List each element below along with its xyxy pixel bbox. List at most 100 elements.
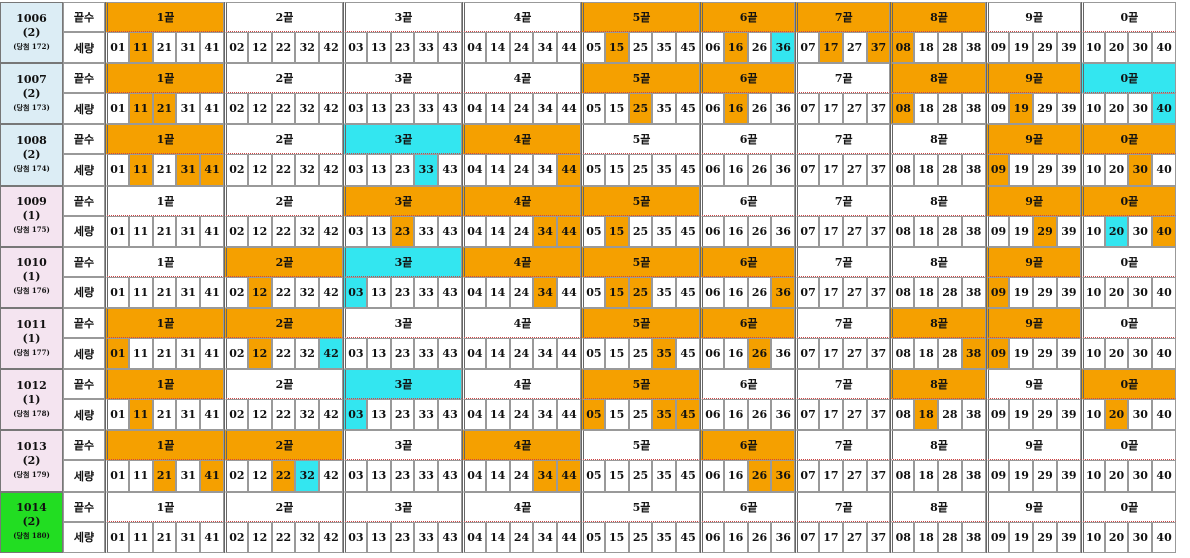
number-cell: 25 [628,276,653,308]
group-header: 6끝 [700,124,796,155]
group-header: 2끝 [224,430,343,461]
group-header: 6끝 [700,185,796,216]
group-header: 9끝 [985,63,1081,94]
number-cell: 08 [890,338,915,370]
number-cell: 35 [652,399,677,431]
group-header: 7끝 [795,2,891,32]
group-header: 9끝 [985,124,1081,155]
group-header: 5끝 [581,246,700,277]
number-cell: 04 [462,215,486,247]
number-cell: 24 [509,32,534,64]
group-header: 7끝 [795,430,891,461]
draw-note: (당첨 175) [13,225,50,235]
group-header: 9끝 [985,246,1081,277]
number-cell: 42 [319,215,343,247]
number-cell: 26 [747,399,772,431]
number-cell: 39 [1057,521,1081,553]
number-cell: 31 [176,338,201,370]
number-cell: 18 [914,460,938,492]
number-cell: 31 [176,460,201,492]
number-cell: 16 [723,460,748,492]
number-cell: 36 [771,276,796,308]
number-cell: 05 [581,154,605,186]
group-header: 4끝 [462,430,581,461]
number-cell: 32 [295,338,320,370]
number-cell: 24 [509,276,534,308]
number-cell: 19 [1009,399,1034,431]
number-cell: 43 [438,521,462,553]
number-cell: 16 [723,215,748,247]
number-cell: 32 [295,215,320,247]
number-cell: 26 [747,460,772,492]
number-cell: 38 [961,215,986,247]
group-header: 5끝 [581,491,700,522]
group-header: 1끝 [105,308,224,338]
number-cell: 08 [890,521,915,553]
group-header: 0끝 [1080,2,1176,32]
group-header: 3끝 [343,308,462,338]
number-cell: 10 [1080,276,1105,308]
group-header: 3끝 [343,491,462,522]
number-cell: 37 [866,215,891,247]
draw-cell: 1007 (2) (당첨 173) [0,63,63,125]
draw-count: (2) [22,515,41,529]
number-cell: 02 [224,276,248,308]
number-label: 세량 [63,154,105,186]
number-cell: 40 [1152,276,1176,308]
group-header: 4끝 [462,369,581,400]
group-header: 7끝 [795,491,891,522]
number-cell: 20 [1104,154,1129,186]
number-cell: 05 [581,399,605,431]
draw-note: (당첨 172) [13,41,50,51]
number-cell: 24 [509,399,534,431]
number-cell: 03 [343,276,367,308]
number-cell: 04 [462,399,486,431]
group-header: 2끝 [224,246,343,277]
number-cell: 30 [1128,338,1153,370]
number-cell: 39 [1057,399,1081,431]
number-cell: 14 [485,338,510,370]
number-cell: 26 [747,93,772,125]
number-cell: 30 [1128,93,1153,125]
number-cell: 17 [819,93,843,125]
number-cell: 32 [295,32,320,64]
number-cell: 40 [1152,215,1176,247]
number-cell: 37 [866,399,891,431]
number-cell: 05 [581,93,605,125]
number-cell: 36 [771,93,796,125]
number-cell: 04 [462,32,486,64]
draw-note: (당첨 179) [13,469,50,479]
number-cell: 31 [176,215,201,247]
number-cell: 01 [105,521,129,553]
number-cell: 34 [533,399,558,431]
number-cell: 17 [819,276,843,308]
number-cell: 43 [438,154,462,186]
group-header: 1끝 [105,185,224,216]
number-cell: 24 [509,154,534,186]
number-cell: 40 [1152,338,1176,370]
draw-count: (2) [22,453,41,467]
number-cell: 16 [723,521,748,553]
group-header: 2끝 [224,308,343,338]
number-cell: 32 [295,460,320,492]
number-cell: 21 [152,32,177,64]
number-cell: 16 [723,32,748,64]
number-cell: 28 [938,93,962,125]
number-cell: 43 [438,399,462,431]
draw-cell: 1013 (2) (당첨 179) [0,430,63,492]
group-header: 6끝 [700,308,796,338]
number-cell: 31 [176,521,201,553]
number-cell: 30 [1128,154,1153,186]
number-cell: 11 [128,521,153,553]
number-cell: 35 [652,93,677,125]
number-cell: 44 [557,399,581,431]
number-cell: 17 [819,32,843,64]
number-cell: 26 [747,276,772,308]
number-cell: 24 [509,93,534,125]
number-cell: 06 [700,521,724,553]
number-cell: 12 [247,521,272,553]
number-cell: 13 [366,32,391,64]
number-cell: 23 [390,338,415,370]
number-cell: 42 [319,521,343,553]
